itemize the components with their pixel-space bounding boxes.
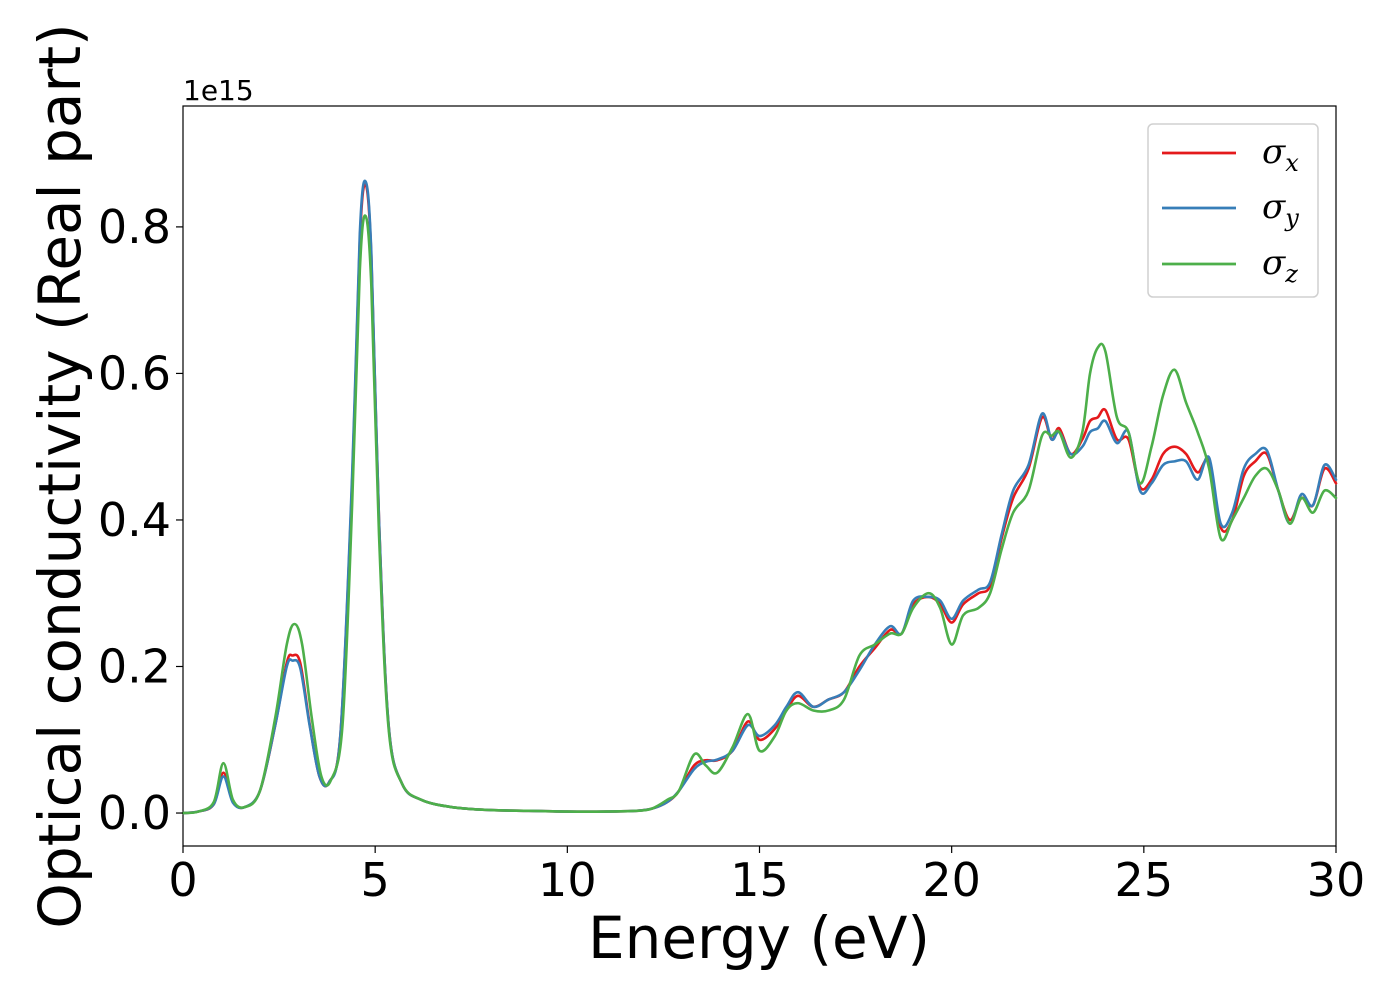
x-tick-label: 30 [1307,853,1366,907]
y-axis-ticks: 0.0 0.2 0.4 0.6 0.8 [98,200,183,840]
legend-label-z: σz [1262,243,1298,288]
x-tick-label: 15 [730,853,789,907]
legend-label-y: σy [1262,187,1299,232]
legend: σx σy σz [1147,123,1319,298]
x-axis-label: Energy (eV) [588,904,930,972]
x-tick-label: 0 [168,853,197,907]
x-tick-label: 5 [361,853,390,907]
x-axis-ticks: 0 5 10 15 20 25 30 [168,846,1365,907]
y-tick-label: 0.6 [98,346,171,400]
x-tick-label: 10 [538,853,597,907]
y-tick-label: 0.0 [98,786,171,840]
y-tick-label: 0.4 [98,493,171,547]
series-line-z [181,214,1338,815]
plot-area [181,105,1338,847]
series-layer [181,179,1338,815]
legend-entries: σx σy σz [1162,132,1299,288]
series-line-y [181,179,1338,815]
legend-label-x: σx [1262,132,1299,177]
legend-box [1147,123,1319,298]
y-offset-label: 1e15 [183,74,254,107]
y-tick-label: 0.2 [98,639,171,693]
y-tick-label: 0.8 [98,200,171,254]
x-tick-label: 25 [1115,853,1174,907]
y-axis-label: Optical conductivity (Real part) [26,23,94,928]
x-tick-label: 20 [922,853,981,907]
